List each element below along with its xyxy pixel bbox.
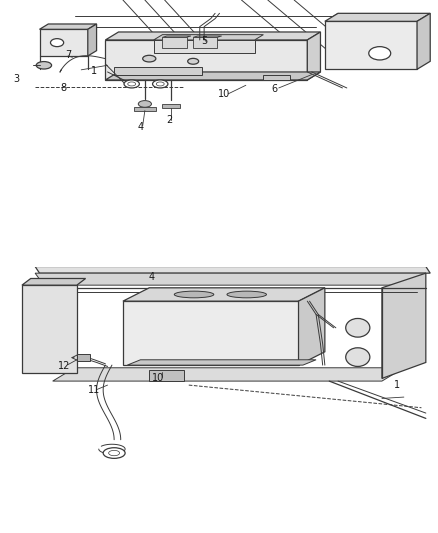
FancyBboxPatch shape — [77, 354, 90, 361]
Polygon shape — [307, 32, 320, 80]
Polygon shape — [416, 13, 429, 69]
Text: 6: 6 — [271, 84, 277, 94]
Ellipse shape — [50, 39, 64, 47]
Text: 12: 12 — [57, 361, 70, 372]
Text: 7: 7 — [65, 50, 71, 60]
Text: 8: 8 — [60, 84, 67, 93]
Text: 3: 3 — [14, 74, 20, 84]
Polygon shape — [153, 35, 263, 40]
Polygon shape — [123, 301, 298, 365]
Polygon shape — [39, 29, 88, 56]
Ellipse shape — [109, 450, 119, 456]
Polygon shape — [149, 370, 184, 381]
Ellipse shape — [124, 80, 139, 88]
Ellipse shape — [187, 58, 198, 64]
Ellipse shape — [103, 448, 125, 458]
Polygon shape — [162, 104, 180, 108]
Polygon shape — [127, 360, 315, 365]
Polygon shape — [324, 21, 416, 69]
Polygon shape — [53, 368, 403, 381]
Ellipse shape — [174, 291, 213, 298]
Ellipse shape — [368, 46, 390, 60]
Ellipse shape — [36, 62, 52, 69]
Polygon shape — [381, 273, 425, 378]
Polygon shape — [39, 24, 96, 29]
Text: 2: 2 — [166, 116, 172, 125]
Text: 4: 4 — [137, 123, 143, 132]
Text: 10: 10 — [217, 89, 230, 99]
Polygon shape — [105, 40, 307, 80]
Ellipse shape — [127, 82, 135, 86]
Ellipse shape — [152, 80, 167, 88]
Polygon shape — [105, 72, 320, 80]
Ellipse shape — [138, 101, 151, 107]
Polygon shape — [22, 285, 77, 373]
Polygon shape — [263, 75, 289, 80]
Polygon shape — [324, 13, 429, 21]
Text: 11: 11 — [88, 385, 100, 395]
Polygon shape — [123, 288, 324, 301]
Ellipse shape — [156, 82, 164, 86]
Ellipse shape — [345, 348, 369, 367]
Text: 10: 10 — [152, 373, 164, 383]
Ellipse shape — [226, 291, 266, 298]
Polygon shape — [105, 32, 320, 40]
Text: 5: 5 — [201, 36, 207, 46]
Polygon shape — [22, 278, 85, 285]
Polygon shape — [35, 266, 429, 273]
Polygon shape — [298, 288, 324, 365]
Polygon shape — [153, 40, 254, 53]
Ellipse shape — [142, 55, 155, 62]
Polygon shape — [35, 273, 425, 285]
Ellipse shape — [345, 318, 369, 337]
Polygon shape — [134, 107, 155, 110]
Polygon shape — [162, 37, 186, 48]
Polygon shape — [193, 36, 221, 37]
Text: 1: 1 — [393, 380, 399, 390]
Text: 1: 1 — [91, 66, 97, 76]
Polygon shape — [162, 36, 191, 37]
Text: 4: 4 — [148, 272, 154, 281]
Polygon shape — [88, 24, 96, 56]
Polygon shape — [193, 37, 217, 48]
Polygon shape — [114, 67, 201, 75]
